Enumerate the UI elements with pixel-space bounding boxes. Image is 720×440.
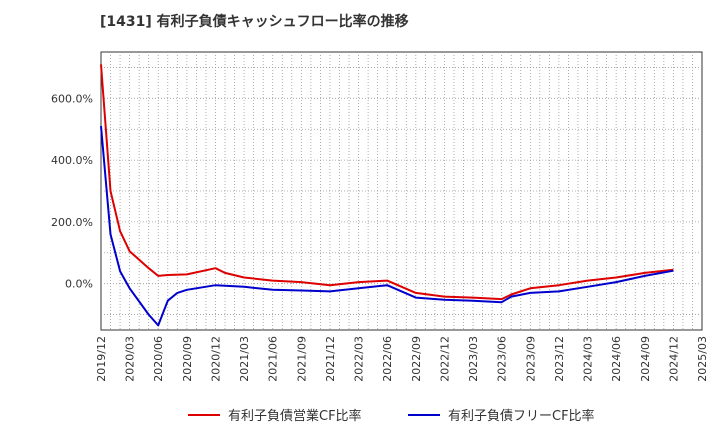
x-tick-label: 2024/06: [610, 336, 623, 382]
x-tick-label: 2023/03: [467, 336, 480, 382]
chart-title: [1431] 有利子負債キャッシュフロー比率の推移: [100, 13, 409, 30]
legend-label-operating-cf: 有利子負債営業CF比率: [228, 408, 362, 424]
y-axis-ticks: 0.0% 200.0% 400.0% 600.0%: [51, 92, 93, 290]
series-line-1: [100, 126, 674, 327]
y-tick-label: 600.0%: [51, 92, 93, 105]
x-tick-label: 2023/09: [524, 336, 537, 382]
x-tick-label: 2022/03: [353, 336, 366, 382]
x-tick-label: 2025/03: [696, 336, 709, 382]
y-tick-label: 200.0%: [51, 216, 93, 229]
x-tick-label: 2020/06: [152, 336, 165, 382]
x-tick-label: 2021/12: [324, 336, 337, 382]
x-tick-label: 2020/03: [124, 336, 137, 382]
x-tick-label: 2022/12: [438, 336, 451, 382]
x-tick-label: 2024/09: [639, 336, 652, 382]
legend: 有利子負債営業CF比率 有利子負債フリーCF比率: [188, 408, 595, 424]
y-tick-label: 0.0%: [65, 278, 93, 291]
x-tick-label: 2020/12: [209, 336, 222, 382]
x-tick-label: 2024/12: [667, 336, 680, 382]
x-tick-label: 2023/06: [496, 336, 509, 382]
grid: [101, 52, 702, 330]
x-tick-label: 2021/09: [295, 336, 308, 382]
x-tick-label: 2024/03: [582, 336, 595, 382]
legend-label-free-cf: 有利子負債フリーCF比率: [448, 408, 595, 424]
x-tick-label: 2020/09: [181, 336, 194, 382]
x-tick-label: 2021/03: [238, 336, 251, 382]
x-tick-label: 2022/06: [381, 336, 394, 382]
x-tick-label: 2021/06: [267, 336, 280, 382]
series-line-0: [100, 64, 674, 301]
x-axis-ticks: 2019/12 2020/03 2020/06 2020/09 2020/12 2021/…: [95, 336, 709, 382]
x-tick-label: 2022/09: [410, 336, 423, 382]
series-lines: [100, 64, 674, 327]
y-tick-label: 400.0%: [51, 154, 93, 167]
x-tick-label: 2019/12: [95, 336, 108, 382]
x-tick-label: 2023/12: [553, 336, 566, 382]
